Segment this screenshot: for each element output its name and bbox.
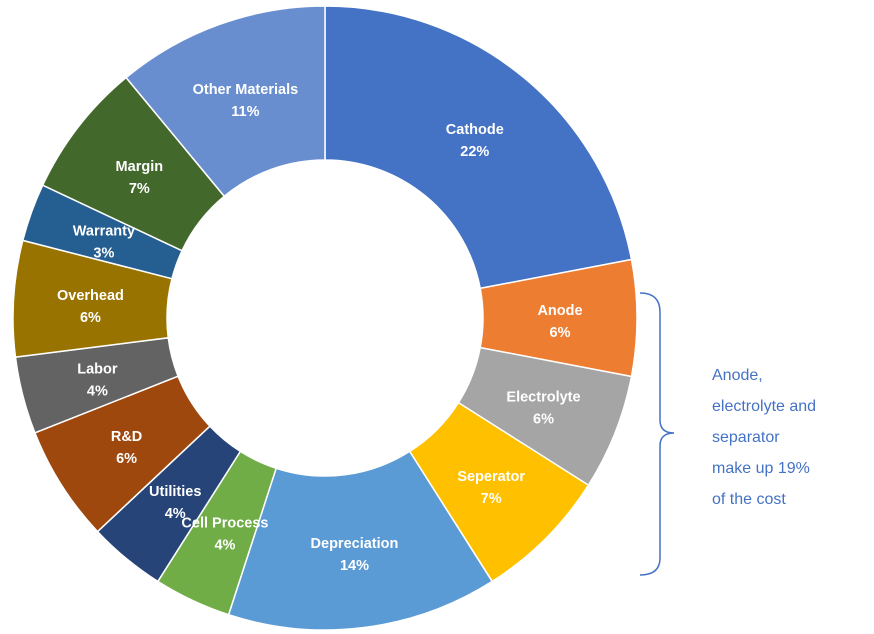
slice-value-label: 6% <box>550 325 571 341</box>
slice-depreciation <box>227 450 494 631</box>
slice-value-label: 6% <box>533 412 554 428</box>
slice-category-label: Cathode <box>446 122 504 138</box>
slice-label-margin: Margin 7% <box>116 159 164 197</box>
annotation-line: make up 19% <box>712 460 810 477</box>
slice-label-other-materials: Other Materials 11% <box>193 82 299 120</box>
slice-category-label: Other Materials <box>193 82 299 98</box>
annotation-line: of the cost <box>712 491 786 508</box>
slice-label-warranty: Warranty 3% <box>73 223 135 261</box>
slice-value-label: 6% <box>80 310 101 326</box>
slice-cathode <box>324 5 633 290</box>
slice-labels: Cathode 22% Anode 6% Electrolyte 6% Seperator 7… <box>57 82 583 574</box>
slice-value-label: 7% <box>481 491 502 507</box>
slice-category-label: Seperator <box>457 469 525 485</box>
slice-category-label: Cell Process <box>181 516 268 532</box>
slice-label-labor: Labor 4% <box>77 361 118 399</box>
slice-label-electrolyte: Electrolyte 6% <box>506 390 580 428</box>
slice-value-label: 4% <box>214 538 235 554</box>
annotation-line: separator <box>712 429 780 446</box>
slice-category-label: Margin <box>116 159 164 175</box>
slice-category-label: Overhead <box>57 288 124 304</box>
donut-slices <box>12 5 638 631</box>
slice-label-overhead: Overhead 6% <box>57 288 124 326</box>
slice-label-utilities: Utilities 4% <box>149 484 201 522</box>
slice-label-cell-process: Cell Process 4% <box>181 516 268 554</box>
slice-label-anode: Anode 6% <box>537 303 582 341</box>
slice-category-label: Depreciation <box>311 536 399 552</box>
slice-value-label: 6% <box>116 451 137 467</box>
annotation-line: electrolyte and <box>712 398 816 415</box>
slice-value-label: 3% <box>93 245 114 261</box>
slice-label-cathode: Cathode 22% <box>446 122 504 160</box>
slice-category-label: Utilities <box>149 484 201 500</box>
slice-category-label: Anode <box>537 303 582 319</box>
annotation-bracket <box>639 292 675 576</box>
slice-category-label: Labor <box>77 361 118 377</box>
slice-label-seperator: Seperator 7% <box>457 469 525 507</box>
slice-category-label: Electrolyte <box>506 390 580 406</box>
slice-value-label: 14% <box>340 558 369 574</box>
slice-label-depreciation: Depreciation 14% <box>311 536 399 574</box>
slice-value-label: 11% <box>231 104 259 120</box>
slice-value-label: 4% <box>165 506 186 522</box>
slice-label-r-d: R&D 6% <box>111 429 142 467</box>
annotation-text: Anode, electrolyte and separator make up… <box>712 367 821 508</box>
slice-category-label: R&D <box>111 429 142 445</box>
slice-value-label: 7% <box>129 181 150 197</box>
annotation-line: Anode, <box>712 367 763 384</box>
slice-category-label: Warranty <box>73 223 135 239</box>
slice-value-label: 4% <box>87 383 108 399</box>
slice-value-label: 22% <box>460 144 489 160</box>
slice-other-materials <box>125 5 326 198</box>
